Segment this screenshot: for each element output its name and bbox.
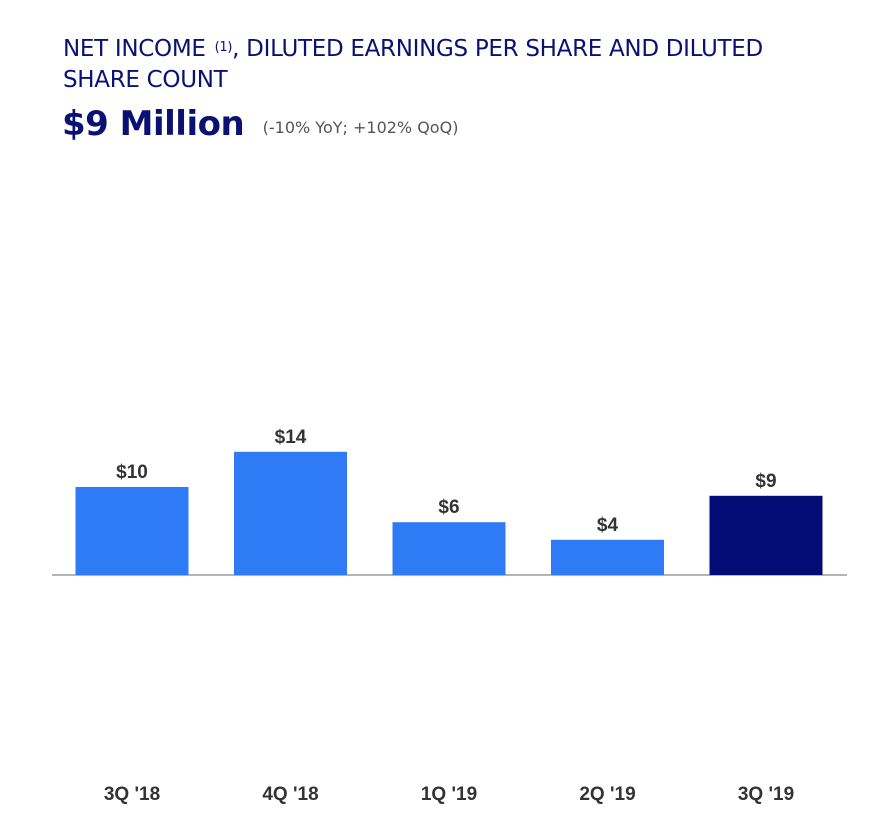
headline: $9 Million (-10% YoY; +102% QoQ): [62, 104, 458, 152]
headline-value: $9 Million: [62, 104, 245, 144]
title-text-part1: NET INCOME: [63, 36, 213, 62]
category-label: 3Q '18: [104, 784, 160, 805]
title-text-part2: , DILUTED EARNINGS PER SHARE AND DILUTED…: [63, 36, 763, 93]
bar-value-label: $6: [438, 497, 459, 518]
bar-value-label: $14: [275, 427, 307, 448]
bar-value-label: $9: [755, 471, 776, 492]
bar-3: [551, 539, 664, 575]
title-footnote-marker: (1): [214, 40, 233, 55]
category-label: 3Q '19: [738, 784, 794, 805]
headline-delta: (-10% YoY; +102% QoQ): [262, 118, 459, 137]
category-label: 4Q '18: [262, 784, 318, 805]
bar-0: [75, 487, 189, 575]
bar-1: [234, 451, 347, 575]
bar-4: [709, 495, 823, 575]
chart-title: NET INCOME (1), DILUTED EARNINGS PER SHA…: [63, 34, 843, 96]
bar-value-label: $10: [116, 462, 148, 483]
category-label: 2Q '19: [579, 784, 635, 805]
bar-2: [392, 522, 506, 575]
category-label: 1Q '19: [421, 784, 477, 805]
bar-value-label: $4: [597, 515, 619, 536]
